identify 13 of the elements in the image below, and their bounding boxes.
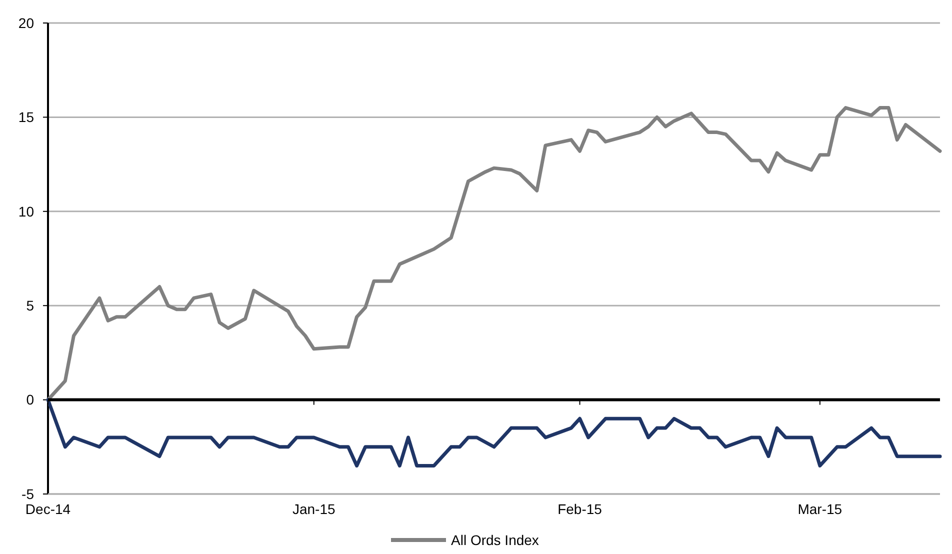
y-tick-label: 20	[18, 14, 34, 31]
x-tick-label: Jan-15	[292, 501, 336, 517]
line-series	[46, 398, 942, 468]
x-tick-label: Mar-15	[798, 501, 842, 517]
line-series	[46, 106, 942, 402]
y-tick-label: 5	[26, 298, 34, 314]
y-tick-label: 15	[18, 109, 34, 126]
y-tick-label: -5	[22, 486, 34, 502]
legend-label: All Ords Index	[451, 532, 539, 548]
x-tick-label: Dec-14	[25, 501, 71, 517]
x-tick-label: Feb-15	[558, 501, 602, 517]
y-tick-label: 0	[26, 392, 34, 408]
y-tick-label: 10	[18, 203, 34, 220]
